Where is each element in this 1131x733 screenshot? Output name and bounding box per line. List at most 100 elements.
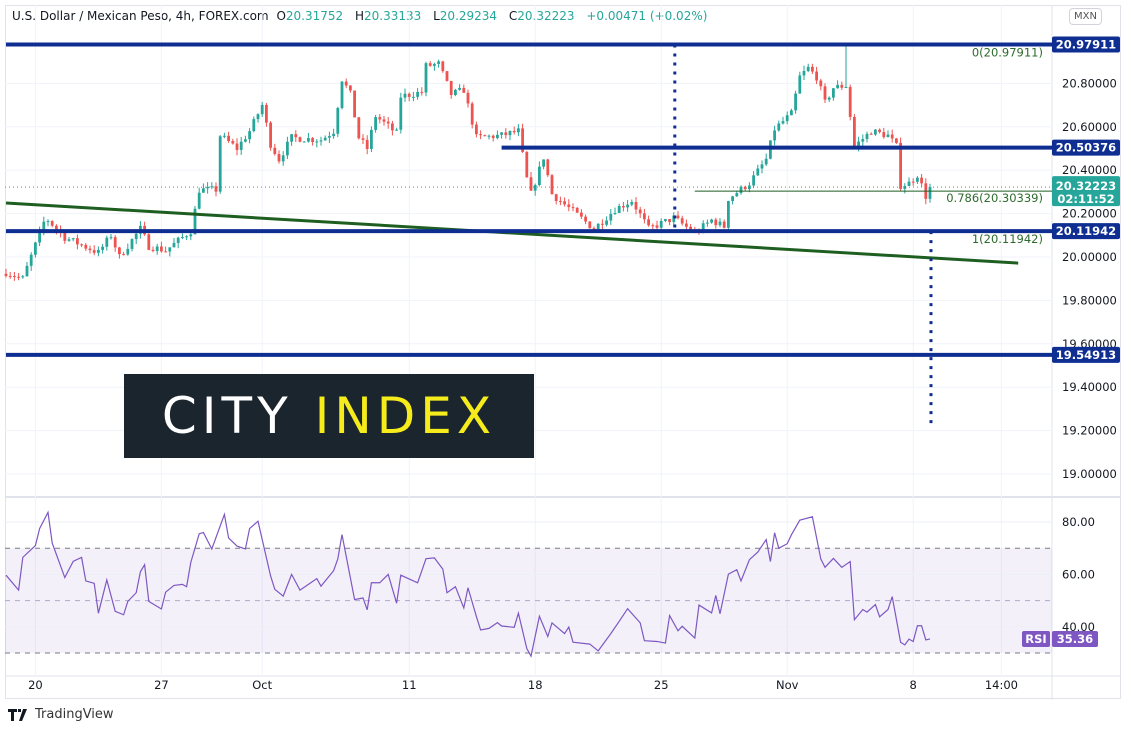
rsi-value-label: 35.36	[1057, 632, 1093, 646]
candle-body	[638, 209, 642, 214]
candle-body	[273, 147, 277, 155]
candle-body	[277, 154, 281, 162]
candle-body	[13, 276, 16, 278]
candle-body	[689, 226, 692, 231]
candle-body	[361, 138, 365, 140]
candle-body	[88, 248, 92, 251]
candle-body	[827, 97, 831, 100]
candle-body	[462, 87, 466, 93]
time-tick-label: 27	[154, 678, 169, 692]
candle-body	[17, 276, 20, 278]
candle-body	[311, 138, 314, 142]
candle-body	[664, 219, 667, 221]
candle-body	[802, 70, 806, 76]
currency-button[interactable]: MXN	[1069, 8, 1102, 25]
candle-body	[286, 141, 289, 156]
candle-body	[113, 237, 117, 248]
candle-body	[525, 151, 529, 178]
candle-body	[395, 129, 398, 131]
candle-body	[382, 119, 386, 122]
candle-body	[584, 216, 587, 222]
candle-body	[370, 129, 373, 149]
rsi-tick-label: 40.00	[1062, 620, 1095, 634]
candle-body	[886, 134, 890, 138]
candle-body	[806, 66, 810, 71]
candle-body	[601, 223, 604, 225]
candle-body	[193, 208, 197, 235]
candle-body	[676, 215, 680, 219]
candle-body	[508, 130, 512, 136]
candle-body	[466, 92, 470, 104]
candle-body	[567, 204, 571, 208]
candle-body	[130, 239, 134, 249]
candle-body	[592, 228, 596, 230]
candle-body	[281, 155, 285, 162]
candle-body	[920, 177, 923, 184]
candle-body	[181, 236, 184, 238]
candle-body	[701, 223, 705, 232]
candle-body	[890, 134, 894, 139]
candle-body	[147, 234, 151, 250]
low-label: L	[433, 9, 440, 23]
candle-body	[903, 186, 907, 189]
high-label: H	[354, 9, 365, 23]
candle-body	[71, 238, 75, 240]
level-price-tag	[1052, 223, 1120, 240]
candle-body	[407, 93, 411, 97]
candle-body	[647, 219, 650, 226]
candle-body	[265, 104, 268, 123]
candle-body	[869, 133, 873, 135]
candle-body	[823, 86, 827, 100]
candle-body	[630, 201, 634, 205]
candle-body	[512, 130, 516, 133]
candle-body	[521, 128, 524, 152]
candle-body	[916, 177, 919, 182]
time-tick-label: 14:00	[985, 678, 1018, 692]
rsi-tick-label: 60.00	[1062, 567, 1095, 581]
candle-body	[836, 84, 839, 89]
candle-body	[609, 213, 613, 221]
candle-body	[517, 128, 520, 133]
candle-body	[294, 134, 298, 138]
candle-body	[790, 110, 793, 116]
candle-body	[235, 143, 239, 150]
candle-body	[596, 223, 600, 230]
candle-body	[743, 186, 747, 190]
chart-frame	[5, 5, 1121, 699]
candle-body	[571, 207, 575, 209]
candle-body	[336, 107, 340, 134]
candle-body	[458, 87, 461, 90]
candle-body	[655, 225, 659, 228]
symbol-title[interactable]: U.S. Dollar / Mexican Peso, 4h, FOREX.co…	[12, 9, 269, 23]
close-label: C	[508, 9, 518, 23]
candle-body	[55, 225, 58, 230]
candle-body	[210, 186, 214, 188]
tradingview-brand: TradingView	[35, 707, 114, 722]
candle-body	[4, 273, 8, 276]
candle-body	[101, 246, 104, 250]
candle-body	[731, 196, 734, 202]
level-price-tag	[1052, 139, 1120, 156]
rsi-value-tag	[1052, 630, 1098, 647]
price-tick-label: 19.20000	[1062, 424, 1117, 438]
candle-body	[34, 242, 37, 255]
rsi-tick-label: 80.00	[1062, 515, 1095, 529]
candle-body	[202, 188, 205, 193]
candle-body	[895, 138, 898, 143]
candle-body	[353, 90, 356, 118]
candle-body	[659, 220, 663, 228]
tradingview-footer[interactable]: TradingView	[8, 707, 114, 722]
candle-body	[403, 93, 407, 98]
candle-body	[441, 61, 445, 72]
candle-body	[109, 237, 113, 239]
candle-body	[449, 80, 453, 96]
candle-body	[328, 136, 331, 138]
candle-body	[134, 233, 138, 240]
candle-body	[340, 81, 344, 108]
candle-body	[227, 135, 230, 142]
candle-body	[298, 137, 302, 142]
candle-body	[445, 71, 449, 81]
candle-body	[559, 201, 562, 203]
candle-body	[815, 71, 818, 81]
